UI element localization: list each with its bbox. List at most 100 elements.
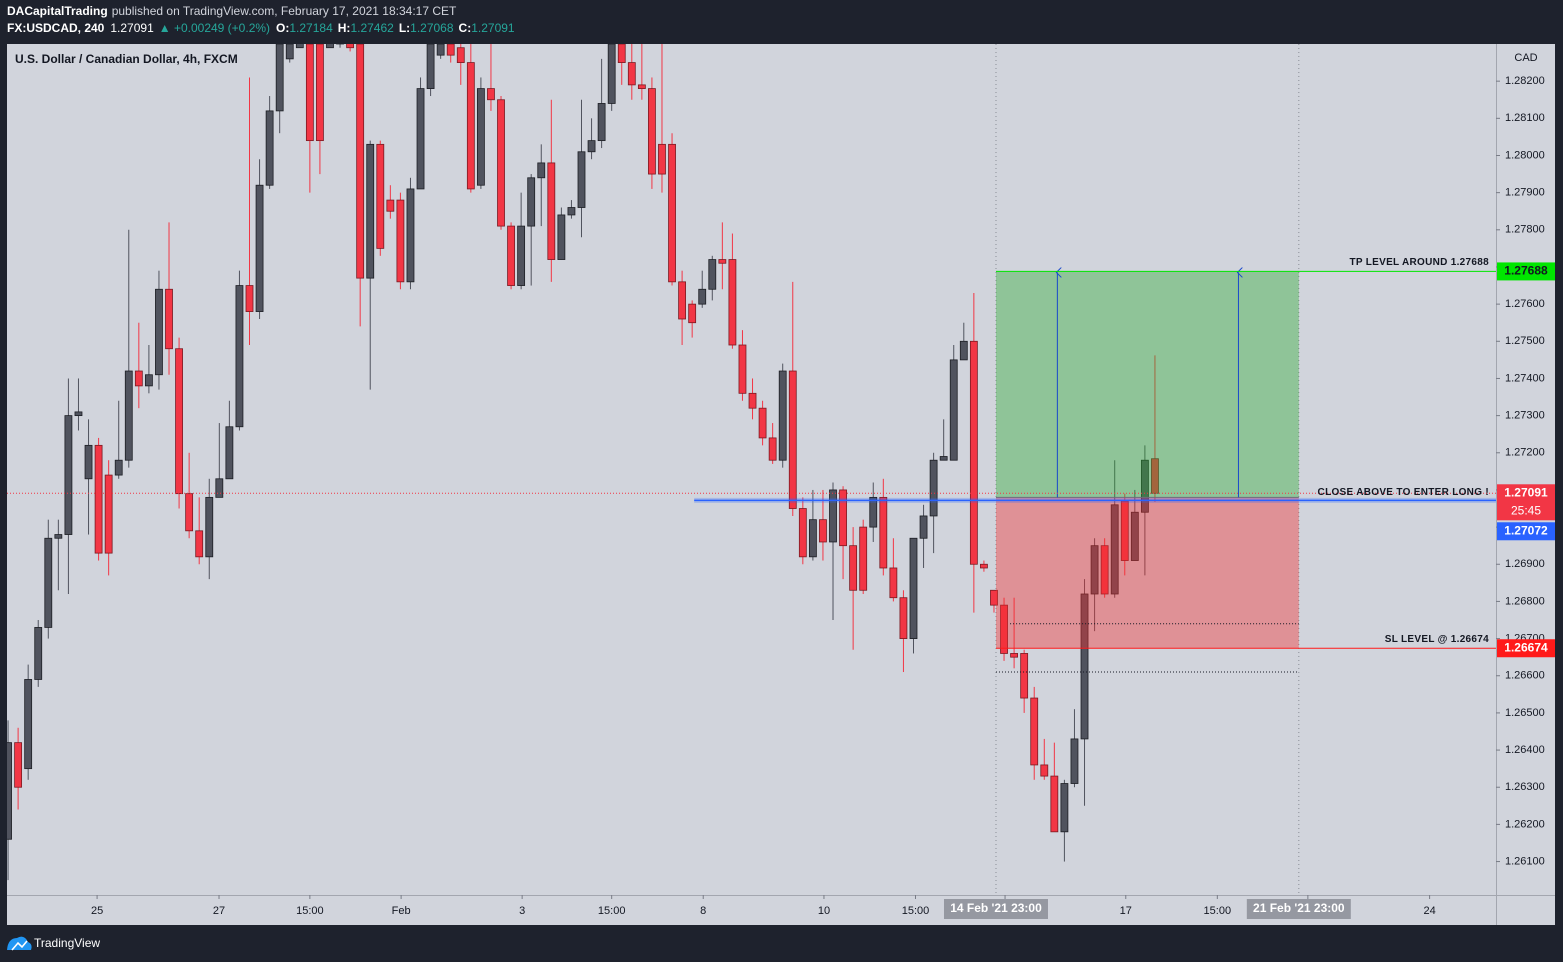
candle-body <box>175 348 183 495</box>
candle-body <box>748 392 757 409</box>
candle-body <box>1010 653 1019 658</box>
candle-body <box>466 62 475 190</box>
candle-body <box>819 519 827 543</box>
candle-body <box>698 288 707 305</box>
candle-body <box>1050 775 1059 833</box>
candle-body <box>225 426 234 480</box>
candle-body <box>295 44 304 49</box>
y-tick-label: 1.26800 <box>1505 595 1545 607</box>
x-tick-label: 15:00 <box>296 905 324 917</box>
candle-body <box>959 340 968 361</box>
candle-body <box>1040 764 1049 777</box>
candle-body <box>859 526 868 591</box>
y-tick-label: 1.27900 <box>1505 187 1545 199</box>
range-label: 14 Feb '21 23:00 <box>950 901 1042 915</box>
candle-body <box>990 589 998 606</box>
footer-logo <box>7 936 32 951</box>
candle-body <box>658 143 666 175</box>
y-tick-label: 1.26100 <box>1505 855 1545 867</box>
candle-body <box>1090 545 1099 595</box>
x-tick-label: 10 <box>818 905 830 917</box>
candle-body <box>54 534 63 539</box>
candle-body <box>44 537 53 628</box>
candle-body <box>587 140 596 153</box>
y-tick-label: 1.27600 <box>1505 298 1545 310</box>
y-tick-label: 1.26600 <box>1505 670 1545 682</box>
candle-body <box>869 496 878 528</box>
candle-body <box>134 370 143 387</box>
level-price-label-bg <box>1497 522 1555 541</box>
candle-body <box>366 143 375 279</box>
candle-body <box>1070 738 1079 784</box>
candle-body <box>778 370 787 461</box>
ohlc-value: 1.27068 <box>410 21 454 35</box>
x-tick-label: 3 <box>519 905 525 917</box>
sl-price-label: 1.26674 <box>1504 640 1548 654</box>
x-tick-label: 27 <box>213 905 225 917</box>
candle-body <box>527 177 536 227</box>
candle-body <box>919 515 928 539</box>
y-tick-label: 1.28100 <box>1505 112 1545 124</box>
y-tick-label: 1.28200 <box>1505 75 1545 87</box>
candle-body <box>1060 783 1069 833</box>
last-price: 1.27091 <box>110 21 154 35</box>
candle-body <box>839 489 847 547</box>
x-tick-label: 15:00 <box>1204 905 1232 917</box>
candle-body <box>607 44 616 104</box>
header-line-2: FX:USDCAD, 240 1.27091 ▲ +0.00249 (+0.2%) O… <box>7 21 515 35</box>
candle-body <box>1000 604 1008 654</box>
candle-body <box>305 44 314 142</box>
candle-body <box>648 88 656 175</box>
y-axis-label: CAD <box>1514 52 1537 64</box>
sl-annotation: SL LEVEL @ 1.26674 <box>1385 634 1489 645</box>
tp-price-label-bg <box>1497 262 1555 281</box>
candle-body <box>808 519 817 558</box>
countdown: 25:45 <box>1511 503 1541 517</box>
header-line-1: DACapitalTrading published on TradingView… <box>7 4 457 18</box>
last-price-label: 1.27091 <box>1504 485 1548 499</box>
candle-body <box>255 184 264 312</box>
candle-body <box>1110 504 1119 595</box>
y-tick-label: 1.26300 <box>1505 781 1545 793</box>
candle-body <box>356 44 365 279</box>
x-tick-label: 24 <box>1423 905 1435 917</box>
ohlc-label: O: <box>276 21 289 35</box>
candle-body <box>678 281 687 320</box>
candle-body <box>346 44 355 49</box>
ohlc-label: C: <box>459 21 472 35</box>
candle-body <box>949 359 958 461</box>
x-tick-label: 15:00 <box>598 905 626 917</box>
candle-body <box>94 444 103 554</box>
ohlc-label: L: <box>399 21 410 35</box>
candle-body <box>64 415 73 535</box>
candle-body <box>406 188 415 283</box>
candle-body <box>637 84 646 89</box>
profit-zone <box>995 271 1299 498</box>
candle-body <box>386 199 395 212</box>
candle-body <box>1100 545 1109 595</box>
candle-body <box>104 474 113 554</box>
candle-body <box>889 567 898 599</box>
candle-body <box>617 44 626 63</box>
sl-price-label-bg <box>1497 639 1555 658</box>
range-label: 21 Feb '21 23:00 <box>1253 901 1345 915</box>
candle-body <box>1030 697 1039 766</box>
candle-body <box>597 103 606 142</box>
candle-body <box>627 62 636 86</box>
axes: 1.282001.281001.280001.279001.278001.277… <box>91 75 1545 917</box>
candle-body <box>185 493 194 532</box>
loss-zone <box>995 497 1299 649</box>
x-tick-label: 8 <box>700 905 706 917</box>
chart-title: U.S. Dollar / Canadian Dollar, 4h, FXCM <box>15 52 238 66</box>
candle-body <box>326 44 334 49</box>
ohlc-value: 1.27462 <box>350 21 394 35</box>
candle-body <box>215 478 224 498</box>
candle-body <box>849 545 858 591</box>
x-tick-label: 15:00 <box>902 905 930 917</box>
candle-body <box>879 496 888 569</box>
candle-body <box>788 370 797 509</box>
footer-brand: TradingView <box>34 936 100 950</box>
y-tick-label: 1.26400 <box>1505 744 1545 756</box>
author: DACapitalTrading <box>7 4 108 18</box>
